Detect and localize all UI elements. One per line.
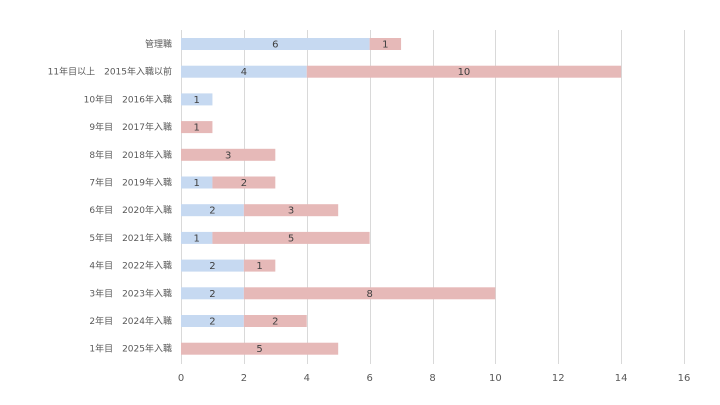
- data-label: 3: [225, 150, 231, 161]
- bar-segment-series-1: [181, 287, 244, 300]
- bar-segment-series-2: [243, 259, 276, 272]
- x-tick-label: 14: [615, 373, 628, 384]
- bar-layer: [181, 38, 622, 355]
- data-label: 5: [256, 344, 262, 355]
- data-label: 2: [209, 206, 215, 217]
- bar-segment-series-2: [243, 287, 496, 300]
- category-label: 8年目 2018年入職: [89, 149, 172, 161]
- bar-segment-series-1: [181, 38, 370, 50]
- bar-segment-series-1: [181, 93, 213, 106]
- x-tick-label: 12: [552, 373, 565, 384]
- bar-segment-series-2: [181, 342, 339, 355]
- x-tick-label: 0: [178, 373, 184, 384]
- data-label: 10: [458, 67, 471, 78]
- data-label: 5: [288, 233, 294, 244]
- bar-segment-series-2: [306, 65, 622, 78]
- category-label: 1年目 2025年入職: [89, 343, 172, 355]
- bar-segment-series-1: [181, 204, 244, 217]
- data-label: 2: [241, 178, 247, 189]
- data-label: 2: [209, 317, 215, 328]
- data-label: 4: [241, 67, 247, 78]
- category-label: 2年目 2024年入職: [89, 315, 172, 327]
- bar-segment-series-2: [369, 38, 402, 50]
- bar-segment-series-2: [212, 176, 276, 189]
- bar-segment-series-1: [181, 176, 213, 189]
- category-label: 9年目 2017年入職: [89, 121, 172, 133]
- category-label: 10年目 2016年入職: [84, 93, 172, 105]
- x-tick-label: 8: [429, 373, 435, 384]
- data-label: 2: [209, 289, 215, 300]
- category-label: 5年目 2021年入職: [89, 232, 172, 244]
- x-tick-label: 16: [678, 373, 691, 384]
- data-label: 3: [288, 206, 294, 217]
- category-label: 3年目 2023年入職: [89, 287, 172, 299]
- label-layer: 6 1 4 10 1 1 3 1 2 2 3 1 5 2 1 2 8 2 2 5: [194, 40, 471, 356]
- x-tick-label: 2: [241, 373, 247, 384]
- bar-segment-series-2: [181, 121, 213, 134]
- data-label: 1: [194, 233, 200, 244]
- data-label: 1: [194, 178, 200, 189]
- category-label: 6年目 2020年入職: [89, 204, 172, 216]
- bar-segment-series-2: [181, 148, 276, 161]
- bar-segment-series-2: [243, 204, 339, 217]
- data-label: 6: [272, 40, 278, 51]
- category-label: 管理職: [145, 38, 172, 50]
- bar-segment-series-2: [243, 315, 307, 327]
- data-label: 1: [256, 261, 262, 272]
- data-label: 2: [209, 261, 215, 272]
- x-tick-label: 4: [304, 373, 310, 384]
- category-label: 7年目 2019年入職: [89, 177, 172, 189]
- bar-segment-series-2: [212, 231, 370, 244]
- category-label: 4年目 2022年入職: [89, 260, 172, 272]
- category-label: 11年目以上 2015年入職以前: [48, 66, 172, 78]
- bar-segment-series-1: [181, 315, 244, 327]
- x-tick-label: 6: [366, 373, 372, 384]
- data-label: 8: [366, 289, 372, 300]
- data-label: 1: [194, 123, 200, 134]
- data-label: 1: [194, 95, 200, 106]
- bar-segment-series-1: [181, 65, 307, 78]
- data-label: 1: [382, 40, 388, 51]
- bar-segment-series-1: [181, 259, 244, 272]
- grid-layer: [181, 30, 685, 364]
- bar-segment-series-1: [181, 231, 213, 244]
- data-label: 2: [272, 317, 278, 328]
- x-tick-label: 10: [489, 373, 502, 384]
